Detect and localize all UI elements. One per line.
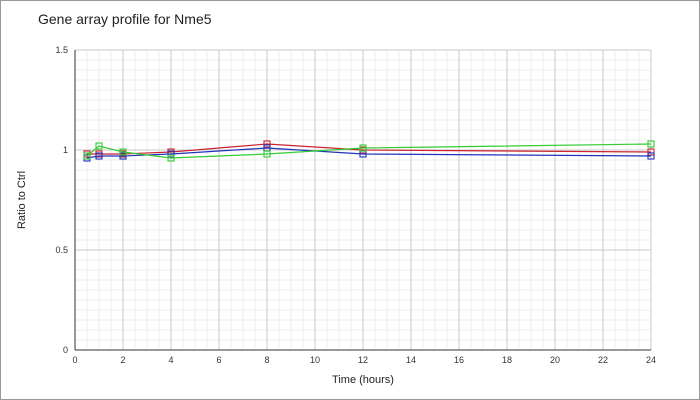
x-tick-label: 0 bbox=[72, 355, 77, 365]
x-tick-label: 24 bbox=[646, 355, 656, 365]
series-1-line bbox=[87, 143, 652, 155]
series-2-point bbox=[119, 152, 127, 160]
series-3-point bbox=[359, 144, 367, 152]
x-tick-label: 10 bbox=[310, 355, 320, 365]
chart-title: Gene array profile for Nme5 bbox=[38, 11, 212, 27]
x-tick-labels: 0 2 4 6 8 10 12 14 16 18 20 22 24 bbox=[72, 355, 656, 365]
x-tick-label: 12 bbox=[358, 355, 368, 365]
series-2-line bbox=[86, 147, 652, 159]
y-tick-label: 1 bbox=[63, 145, 68, 155]
series-2-point bbox=[647, 152, 655, 160]
series-3-point bbox=[119, 148, 127, 156]
x-tick-label: 2 bbox=[120, 355, 125, 365]
series-layer bbox=[83, 140, 655, 162]
x-tick-label: 4 bbox=[168, 355, 173, 365]
series-2-point bbox=[167, 150, 175, 158]
y-tick-label: 0.5 bbox=[55, 245, 68, 255]
x-tick-label: 16 bbox=[454, 355, 464, 365]
series-3-point bbox=[647, 140, 655, 148]
series-3-point bbox=[95, 142, 103, 150]
series-3 bbox=[83, 140, 655, 162]
series-3-point bbox=[167, 154, 175, 162]
x-tick-label: 20 bbox=[550, 355, 560, 365]
series-3-point bbox=[83, 152, 91, 160]
series-3-point bbox=[263, 150, 271, 158]
y-axis-title: Ratio to Ctrl bbox=[16, 171, 28, 229]
x-axis-title: Time (hours) bbox=[332, 374, 394, 386]
x-tick-label: 18 bbox=[502, 355, 512, 365]
series-1-point bbox=[647, 148, 655, 156]
major-grid bbox=[75, 49, 652, 350]
y-tick-label: 1.5 bbox=[55, 45, 68, 55]
y-tick-labels: 0 0.5 1 1.5 bbox=[55, 45, 68, 355]
x-tick-label: 14 bbox=[406, 355, 416, 365]
x-tick-label: 6 bbox=[216, 355, 221, 365]
x-tick-label: 22 bbox=[598, 355, 608, 365]
series-3-line bbox=[86, 143, 652, 159]
series-1-point bbox=[263, 140, 271, 148]
y-tick-label: 0 bbox=[63, 345, 68, 355]
x-tick-label: 8 bbox=[264, 355, 269, 365]
series-2-point bbox=[95, 152, 103, 160]
